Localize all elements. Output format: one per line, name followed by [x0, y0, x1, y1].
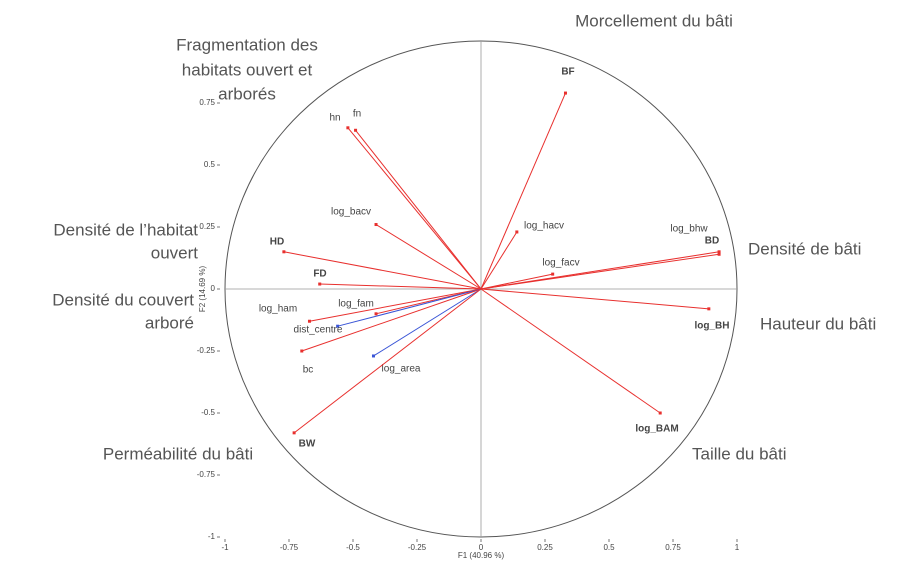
annotation: arborés [218, 84, 276, 103]
vector-label: BF [561, 67, 574, 78]
loading-vector [355, 129, 482, 290]
vector-end [292, 431, 296, 435]
annotation: habitats ouvert et [182, 60, 313, 79]
annotation: Taille du bâti [692, 444, 787, 463]
y-tick-label: 0.75 [199, 98, 215, 107]
y-tick-label: -1 [208, 532, 216, 541]
vector-end [318, 282, 322, 286]
x-tick-label: -0.25 [408, 543, 427, 552]
vector-label: log_bhw [670, 224, 708, 235]
vector-label: BD [705, 236, 719, 247]
loading-vector [480, 231, 518, 290]
vector-end [717, 250, 721, 254]
loading-vector [480, 288, 709, 310]
vector-label: FD [313, 269, 326, 280]
x-tick-label: 0 [479, 543, 484, 552]
x-tick-label: 0.5 [603, 543, 615, 552]
loading-vector [480, 253, 720, 290]
vector-label: log_bacv [331, 207, 371, 218]
annotation: ouvert [151, 243, 199, 262]
x-axis-title: F1 (40.96 %) [458, 551, 505, 560]
loading-vector [319, 283, 482, 290]
vector-label: log_area [382, 364, 421, 375]
loading-vector [480, 92, 566, 290]
vector-label: hn [329, 113, 340, 124]
y-tick-label: -0.25 [197, 346, 216, 355]
annotation: Morcellement du bâti [575, 11, 733, 30]
vector-end [346, 126, 350, 130]
annotation: Hauteur du bâti [760, 314, 876, 333]
y-tick-label: -0.5 [201, 408, 215, 417]
x-tick-label: -0.75 [280, 543, 299, 552]
vector-end [371, 354, 375, 358]
vector-end [282, 250, 286, 254]
loading-vector [347, 127, 482, 290]
annotation: Densité de bâti [748, 239, 861, 258]
loading-vector [301, 288, 482, 352]
x-tick-label: -0.5 [346, 543, 360, 552]
y-tick-label: 0.25 [199, 222, 215, 231]
vector-end [354, 128, 358, 132]
vector-end [707, 307, 711, 311]
vector-end [551, 272, 555, 276]
vector-label: log_fam [338, 299, 374, 310]
loading-vector [309, 288, 482, 322]
x-tick-label: 0.75 [665, 543, 681, 552]
vector-label: log_facv [542, 258, 579, 269]
vector-end [563, 91, 567, 95]
annotation: arboré [145, 313, 194, 332]
vector-label: log_hacv [524, 221, 564, 232]
loading-vector [293, 288, 482, 434]
vector-label: HD [270, 237, 284, 248]
loading-vector [337, 288, 482, 327]
vector-label: dist_centre [294, 325, 343, 336]
loading-vector [373, 288, 482, 357]
annotation: Fragmentation des [176, 35, 318, 54]
vector-label: bc [303, 365, 314, 376]
vector-end [515, 230, 519, 234]
loading-vector [480, 273, 553, 290]
vector-end [307, 319, 311, 323]
x-tick-label: 0.25 [537, 543, 553, 552]
annotation: Densité de l’habitat [53, 220, 198, 239]
annotation: Densité du couvert [52, 290, 194, 309]
vector-label: log_BAM [635, 424, 678, 435]
vector-end [336, 324, 340, 328]
x-tick-label: -1 [221, 543, 229, 552]
annotation: Perméabilité du bâti [103, 444, 253, 463]
y-tick-label: -0.75 [197, 470, 216, 479]
y-tick-label: 0 [211, 284, 216, 293]
vector-end [374, 223, 378, 227]
vector-end [374, 312, 378, 316]
vector-label: fn [353, 109, 361, 120]
loading-vector [375, 224, 482, 290]
vector-end [717, 252, 721, 256]
loading-vector [283, 251, 482, 290]
loading-vector [480, 288, 661, 414]
vector-label: BW [299, 439, 316, 450]
vector-label: log_ham [259, 304, 297, 315]
x-tick-label: 1 [735, 543, 740, 552]
y-tick-label: 0.5 [204, 160, 216, 169]
y-axis-title: F2 (14.69 %) [198, 266, 207, 313]
vector-end [300, 349, 304, 353]
vector-label: log_BH [695, 321, 730, 332]
vector-end [658, 411, 662, 415]
